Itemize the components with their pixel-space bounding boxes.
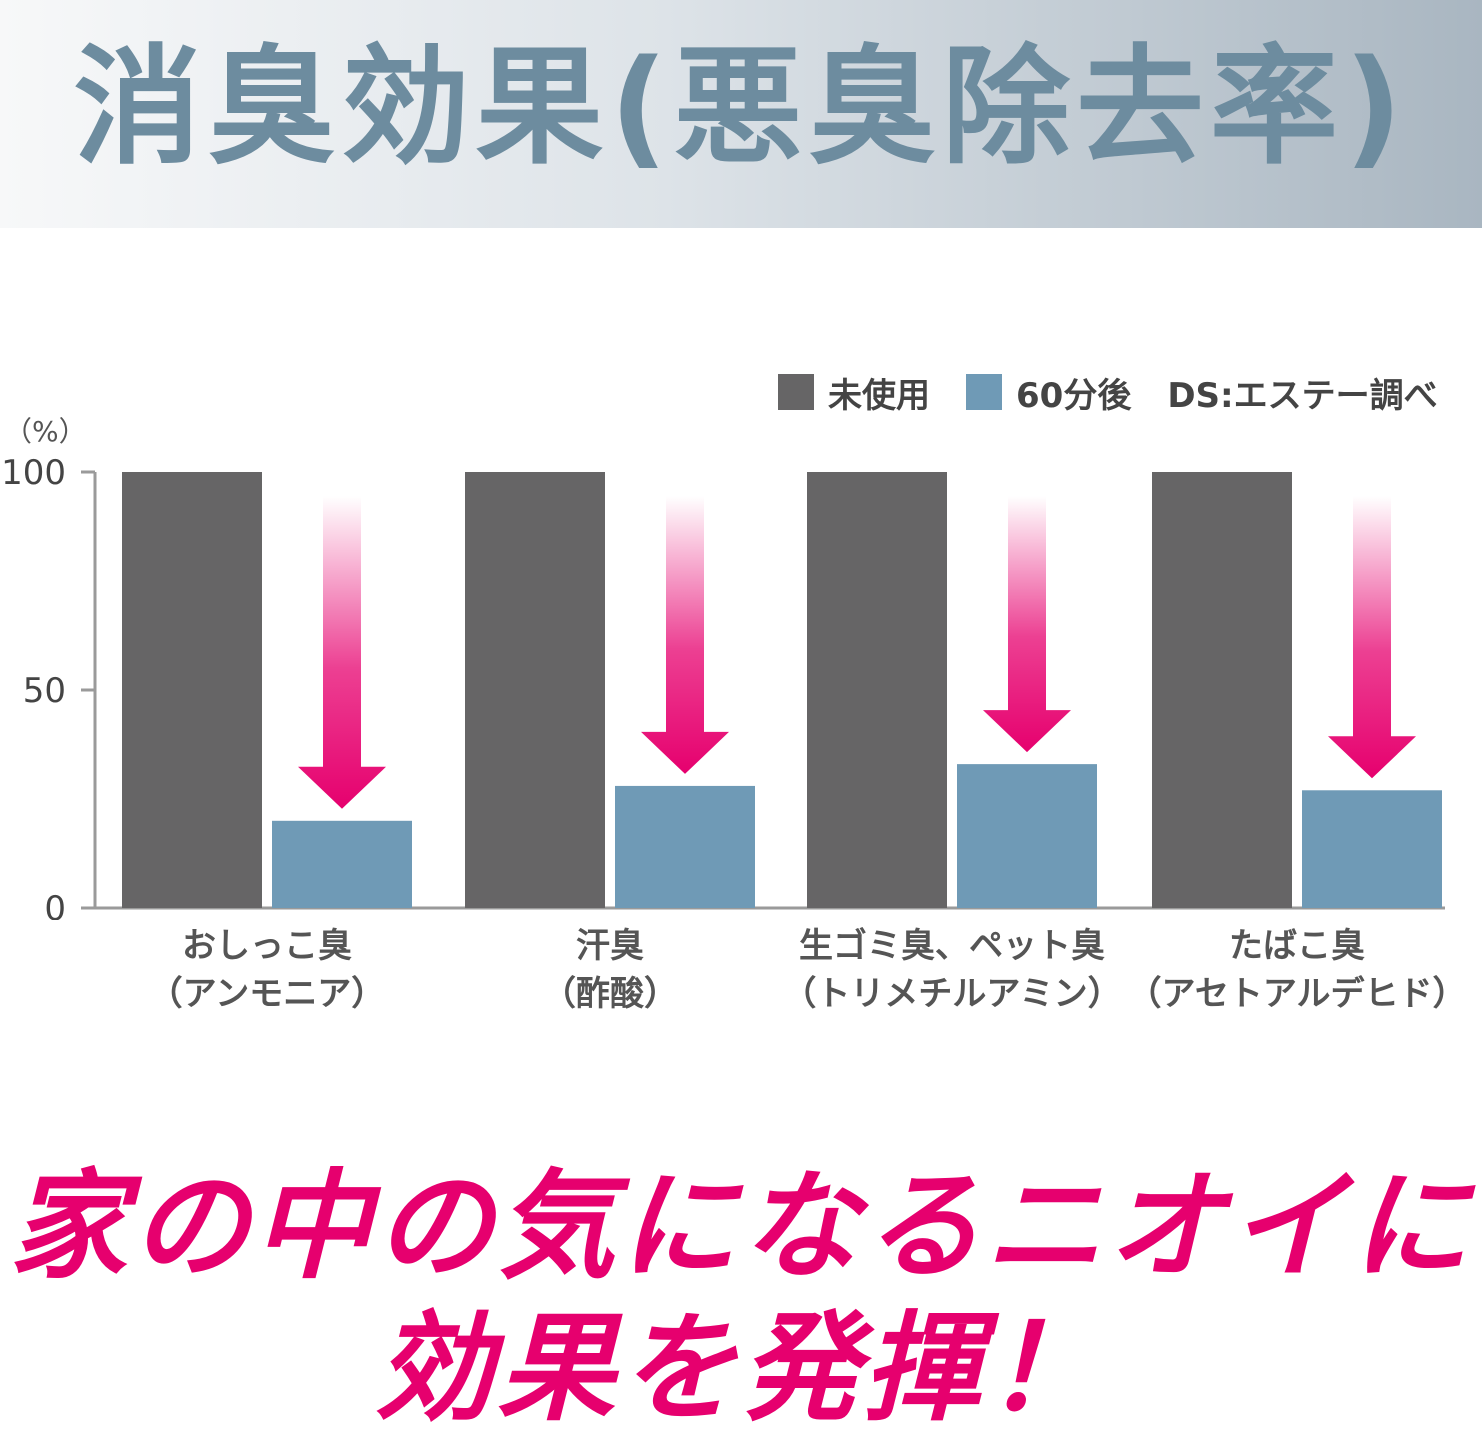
legend-label-60min: 60分後	[1016, 375, 1132, 416]
category-label-name: おしっこ臭	[182, 926, 352, 966]
page-title: 消臭効果(悪臭除去率)	[73, 33, 1409, 182]
category-label-compound: （アンモニア）	[148, 974, 386, 1014]
bar-60min	[272, 820, 412, 908]
legend-swatch-60min	[966, 374, 1002, 410]
y-tick-label: 50	[23, 671, 66, 711]
header-band	[0, 0, 1482, 228]
down-arrow-icon	[641, 496, 729, 774]
down-arrow-icon	[983, 496, 1071, 753]
category-label-compound: （トリメチルアミン）	[782, 974, 1122, 1014]
y-axis-unit: （%）	[4, 415, 87, 448]
bar-60min	[615, 785, 755, 908]
source-note: DS:エステー調べ	[1167, 375, 1438, 416]
category-label-name: 汗臭	[576, 926, 644, 966]
category-label: たばこ臭 （アセトアルデヒド）	[1117, 922, 1477, 1018]
bar-60min	[1302, 790, 1442, 908]
bar-unused	[807, 472, 947, 908]
category-label: 汗臭 （酢酸）	[430, 922, 790, 1018]
category-label-compound: （アセトアルデヒド）	[1127, 974, 1467, 1014]
bar-60min	[957, 764, 1097, 908]
legend-swatch-unused	[778, 374, 814, 410]
category-label: おしっこ臭 （アンモニア）	[87, 922, 447, 1018]
bar-unused	[122, 472, 262, 908]
bar-unused	[1152, 472, 1292, 908]
bar-chart: 0 50 100	[1, 453, 1445, 920]
catchcopy-line1: 家の中の気になるニオイに	[8, 1157, 1473, 1295]
bar-unused	[465, 472, 605, 908]
catchcopy-line2: 効果を発揮！	[374, 1299, 1107, 1437]
y-tick-label: 100	[1, 453, 66, 493]
category-label: 生ゴミ臭、ペット臭 （トリメチルアミン）	[772, 922, 1132, 1018]
down-arrow-icon	[1328, 496, 1416, 779]
down-arrow-icon	[298, 496, 386, 809]
legend: 未使用 60分後 DS:エステー調べ	[778, 368, 1438, 416]
category-label-name: たばこ臭	[1229, 926, 1365, 966]
y-tick-label: 0	[44, 889, 66, 920]
legend-label-unused: 未使用	[828, 375, 930, 416]
category-label-name: 生ゴミ臭、ペット臭	[799, 926, 1105, 966]
legend-item-60min: 60分後	[966, 368, 1131, 417]
category-label-compound: （酢酸）	[542, 974, 678, 1014]
legend-item-unused: 未使用	[778, 368, 930, 417]
